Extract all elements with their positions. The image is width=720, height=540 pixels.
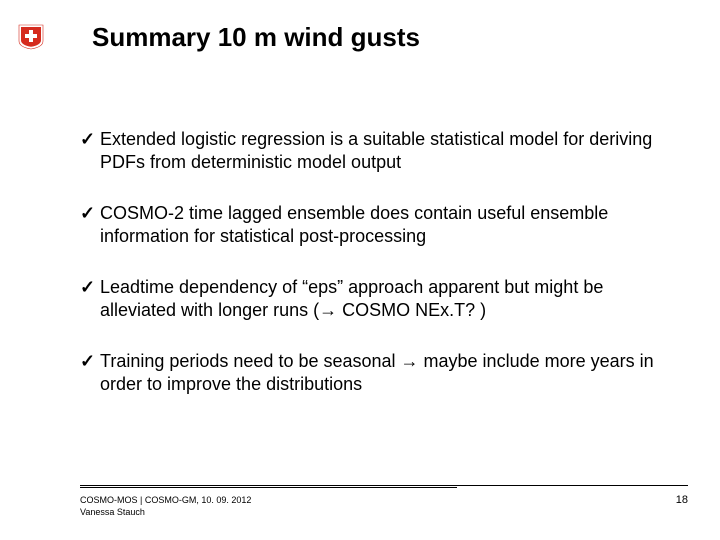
footer-text: COSMO-MOS | COSMO-GM, 10. 09. 2012 Vanes… — [80, 494, 251, 518]
bullet-item: ✓ COSMO-2 time lagged ensemble does cont… — [80, 202, 660, 248]
swiss-shield-logo — [18, 24, 44, 50]
check-icon: ✓ — [80, 128, 100, 174]
check-icon: ✓ — [80, 202, 100, 248]
footer: COSMO-MOS | COSMO-GM, 10. 09. 2012 Vanes… — [80, 485, 688, 518]
footer-rule-short — [80, 487, 457, 488]
check-icon: ✓ — [80, 350, 100, 396]
bullet-item: ✓ Leadtime dependency of “eps” approach … — [80, 276, 660, 322]
bullet-item: ✓ Training periods need to be seasonal →… — [80, 350, 660, 396]
bullet-text: Leadtime dependency of “eps” approach ap… — [100, 276, 660, 322]
footer-row: COSMO-MOS | COSMO-GM, 10. 09. 2012 Vanes… — [80, 494, 688, 518]
bullet-text: COSMO-2 time lagged ensemble does contai… — [100, 202, 660, 248]
slide-title: Summary 10 m wind gusts — [92, 22, 420, 53]
footer-line-1: COSMO-MOS | COSMO-GM, 10. 09. 2012 — [80, 494, 251, 506]
bullet-item: ✓ Extended logistic regression is a suit… — [80, 128, 660, 174]
footer-line-2: Vanessa Stauch — [80, 506, 251, 518]
footer-rule — [80, 485, 688, 486]
bullet-list: ✓ Extended logistic regression is a suit… — [80, 128, 660, 424]
bullet-text: Extended logistic regression is a suitab… — [100, 128, 660, 174]
bullet-text: Training periods need to be seasonal → m… — [100, 350, 660, 396]
check-icon: ✓ — [80, 276, 100, 322]
page-number: 18 — [676, 494, 688, 506]
slide: Summary 10 m wind gusts ✓ Extended logis… — [0, 0, 720, 540]
